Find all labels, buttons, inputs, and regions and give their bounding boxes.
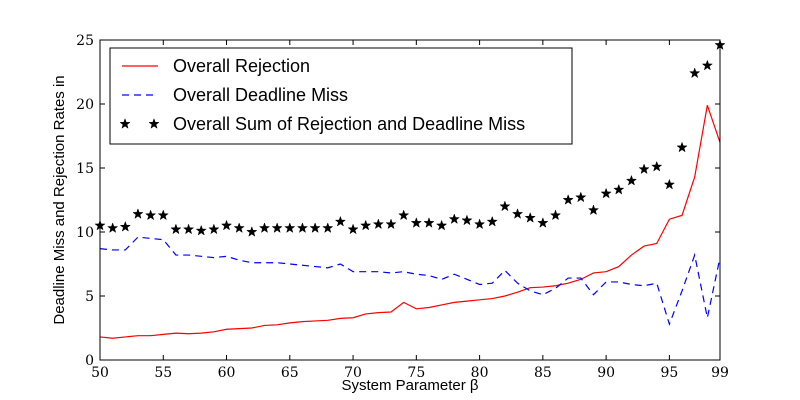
legend-label-overall-deadline-miss: Overall Deadline Miss <box>173 85 348 105</box>
x-tick-label: 50 <box>91 365 109 381</box>
point-overall-sum-of-rejection-and-deadline-miss <box>385 218 397 230</box>
x-tick-label: 99 <box>711 365 729 381</box>
point-overall-sum-of-rejection-and-deadline-miss <box>562 194 574 205</box>
y-tick-label: 5 <box>85 289 94 305</box>
legend-marker <box>119 118 131 129</box>
legend-label-overall-sum: Overall Sum of Rejection and Deadline Mi… <box>173 114 525 134</box>
y-axis-label: Deadline Miss and Rejection Rates in <box>51 75 68 324</box>
y-tick-label: 0 <box>85 353 94 369</box>
point-overall-sum-of-rejection-and-deadline-miss <box>334 215 347 227</box>
x-tick-label: 85 <box>534 365 552 381</box>
plot-markers <box>94 39 726 237</box>
point-overall-sum-of-rejection-and-deadline-miss <box>435 219 448 231</box>
point-overall-sum-of-rejection-and-deadline-miss <box>372 218 385 230</box>
x-tick-label: 60 <box>218 365 236 381</box>
point-overall-sum-of-rejection-and-deadline-miss <box>106 222 119 233</box>
point-overall-sum-of-rejection-and-deadline-miss <box>663 178 676 190</box>
point-overall-sum-of-rejection-and-deadline-miss <box>625 174 638 186</box>
x-axis-label: System Parameter β <box>342 377 479 394</box>
point-overall-sum-of-rejection-and-deadline-miss <box>284 222 296 233</box>
point-overall-sum-of-rejection-and-deadline-miss <box>195 224 207 236</box>
point-overall-sum-of-rejection-and-deadline-miss <box>296 222 309 233</box>
y-tick-label: 15 <box>76 161 94 177</box>
x-tick-label: 70 <box>344 365 362 381</box>
series-line-overall-deadline-miss <box>99 236 721 327</box>
legend-label-overall-rejection: Overall Rejection <box>173 56 310 76</box>
y-tick-label: 20 <box>76 97 94 113</box>
point-overall-sum-of-rejection-and-deadline-miss <box>461 214 473 226</box>
point-overall-sum-of-rejection-and-deadline-miss <box>309 222 321 233</box>
point-overall-sum-of-rejection-and-deadline-miss <box>208 223 220 235</box>
y-tick-label: 10 <box>76 225 94 241</box>
point-overall-sum-of-rejection-and-deadline-miss <box>511 208 524 219</box>
point-overall-sum-of-rejection-and-deadline-miss <box>423 217 435 228</box>
point-overall-sum-of-rejection-and-deadline-miss <box>701 59 714 71</box>
point-overall-sum-of-rejection-and-deadline-miss <box>524 211 536 223</box>
point-overall-sum-of-rejection-and-deadline-miss <box>119 220 131 232</box>
x-tick-label: 90 <box>597 365 615 381</box>
point-overall-sum-of-rejection-and-deadline-miss <box>347 223 359 235</box>
point-overall-sum-of-rejection-and-deadline-miss <box>271 222 283 233</box>
point-overall-sum-of-rejection-and-deadline-miss <box>549 209 562 221</box>
point-overall-sum-of-rejection-and-deadline-miss <box>182 223 195 235</box>
legend-marker <box>148 118 160 129</box>
point-overall-sum-of-rejection-and-deadline-miss <box>651 160 663 172</box>
point-overall-sum-of-rejection-and-deadline-miss <box>499 200 511 212</box>
plot-frame <box>99 39 721 361</box>
point-overall-sum-of-rejection-and-deadline-miss <box>613 183 625 195</box>
point-overall-sum-of-rejection-and-deadline-miss <box>486 215 498 227</box>
point-overall-sum-of-rejection-and-deadline-miss <box>676 141 688 153</box>
point-overall-sum-of-rejection-and-deadline-miss <box>473 218 486 230</box>
point-overall-sum-of-rejection-and-deadline-miss <box>638 163 650 175</box>
point-overall-sum-of-rejection-and-deadline-miss <box>689 67 701 79</box>
point-overall-sum-of-rejection-and-deadline-miss <box>144 209 157 221</box>
x-tick-label: 75 <box>407 365 425 381</box>
point-overall-sum-of-rejection-and-deadline-miss <box>410 217 422 228</box>
point-overall-sum-of-rejection-and-deadline-miss <box>587 204 600 216</box>
series-line-overall-rejection <box>99 105 721 339</box>
point-overall-sum-of-rejection-and-deadline-miss <box>220 219 233 231</box>
tick-labels: 50 55 60 65 70 75 80 85 90 95 99 0 5 10 15 20 25 <box>76 33 729 381</box>
point-overall-sum-of-rejection-and-deadline-miss <box>246 226 258 237</box>
point-overall-sum-of-rejection-and-deadline-miss <box>157 209 169 221</box>
point-overall-sum-of-rejection-and-deadline-miss <box>132 208 144 219</box>
legend: Overall Rejection Overall Deadline Miss … <box>109 47 573 145</box>
axis-ticks <box>99 39 721 361</box>
point-overall-sum-of-rejection-and-deadline-miss <box>170 223 182 235</box>
point-overall-sum-of-rejection-and-deadline-miss <box>322 222 334 233</box>
plot-lines <box>99 105 721 339</box>
point-overall-sum-of-rejection-and-deadline-miss <box>398 209 410 221</box>
x-tick-label: 95 <box>660 365 678 381</box>
point-overall-sum-of-rejection-and-deadline-miss <box>600 187 612 199</box>
point-overall-sum-of-rejection-and-deadline-miss <box>537 217 549 228</box>
legend-swatch-overall-sum <box>119 118 160 129</box>
point-overall-sum-of-rejection-and-deadline-miss <box>575 191 587 203</box>
legend-box <box>109 47 573 145</box>
point-overall-sum-of-rejection-and-deadline-miss <box>448 213 460 225</box>
x-tick-label: 55 <box>154 365 172 381</box>
x-tick-label: 65 <box>281 365 299 381</box>
point-overall-sum-of-rejection-and-deadline-miss <box>258 222 271 233</box>
point-overall-sum-of-rejection-and-deadline-miss <box>360 219 372 231</box>
y-tick-label: 25 <box>76 33 94 49</box>
x-tick-label: 80 <box>471 365 489 381</box>
point-overall-sum-of-rejection-and-deadline-miss <box>233 222 245 233</box>
